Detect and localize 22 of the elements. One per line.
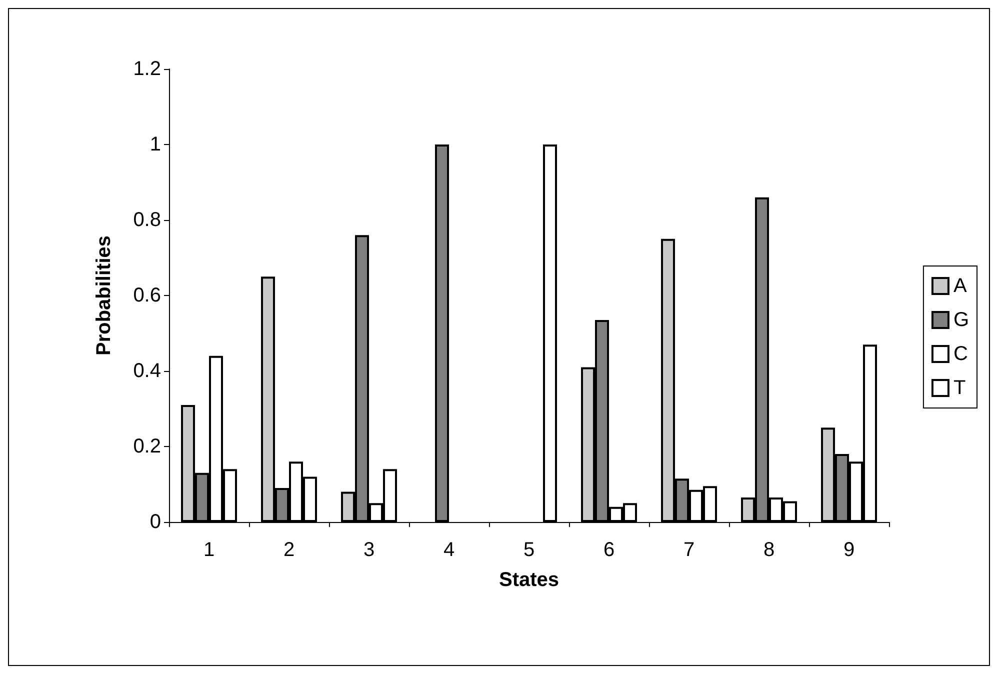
x-tick-label: 4 [443,539,455,561]
y-tick-label: 0 [150,511,161,533]
y-tick-label: 0.2 [133,436,161,458]
y-tick-label: 0.6 [133,284,161,306]
legend-label: T [953,377,966,399]
legend-label: A [953,275,968,297]
x-tick-label: 8 [763,539,775,561]
y-tick-label: 1.2 [133,58,161,80]
x-tick-label: 7 [683,539,695,561]
y-axis-title: Probabilities [93,235,115,356]
y-tick-label: 0.8 [133,209,161,231]
legend-label: G [953,309,970,331]
y-tick-label: 0.4 [133,360,161,382]
x-tick-label: 1 [203,539,215,561]
x-tick-label: 9 [843,539,855,561]
x-tick-label: 3 [363,539,375,561]
legend-label: C [953,343,968,365]
x-tick-label: 2 [283,539,295,561]
x-axis-title: States [498,569,560,591]
y-tick-label: 1 [150,134,161,156]
x-tick-label: 6 [603,539,615,561]
x-tick-label: 5 [523,539,535,561]
